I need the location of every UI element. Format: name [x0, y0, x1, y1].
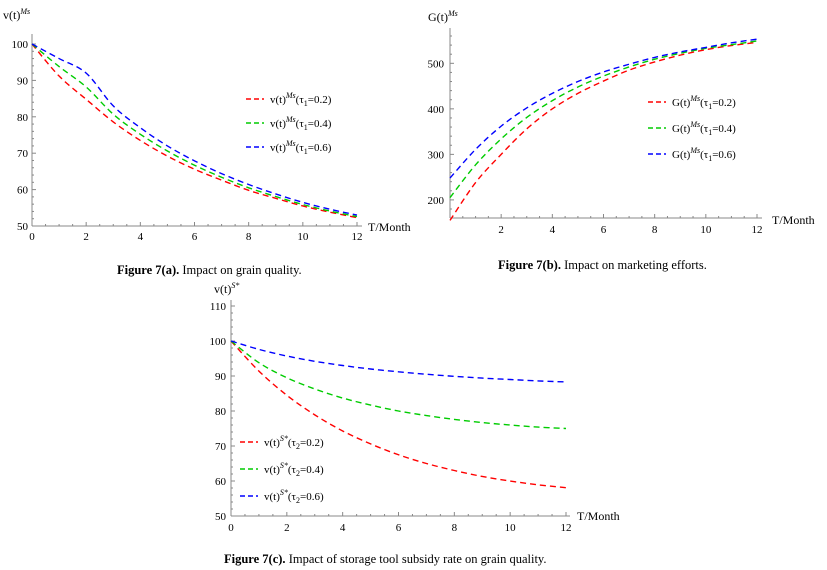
- chart-b-x-tick-label: 6: [601, 224, 607, 236]
- chart-panel-c: 0 2 4 6 8 10 12 50 60 70 80 90 100 110 v(t)S*(τ2=0.2)…: [210, 281, 620, 534]
- chart-a-xlabel: T/Month: [368, 220, 411, 234]
- chart-b-series-line-1: [449, 41, 758, 221]
- chart-a-legend-entry-1: v(t)Ms(τ1=0.2): [270, 91, 332, 108]
- chart-panel-a: 0 2 4 6 8 10 12 50 60 70 80 90 100 v(t)Ms(τ1=0.2) v(t…: [3, 7, 411, 243]
- chart-b-y-tick-label: 200: [428, 195, 445, 207]
- chart-a-y-tick-label: 90: [17, 75, 29, 87]
- chart-c-xlabel: T/Month: [577, 509, 620, 523]
- chart-b-x-tick-label: 2: [498, 224, 504, 236]
- chart-c-series-line-3: [230, 340, 567, 383]
- chart-c-ylabel: v(t)S*: [214, 281, 239, 296]
- chart-c-y-tick-label: 70: [215, 441, 227, 453]
- chart-c-series-line-2: [230, 340, 567, 430]
- chart-b-xlabel: T/Month: [772, 213, 815, 227]
- chart-b-caption: Figure 7(b). Impact on marketing efforts…: [498, 258, 707, 272]
- chart-b-legend-entry-1: G(t)Ms(τ1=0.2): [672, 94, 736, 111]
- chart-b-legend-entry-3: G(t)Ms(τ1=0.6): [672, 146, 736, 163]
- chart-b-y-tick-label: 300: [428, 149, 445, 161]
- chart-a-x-tick-label: 0: [29, 231, 35, 243]
- chart-a-legend-entry-2: v(t)Ms(τ1=0.4): [270, 115, 332, 132]
- chart-c-series-line-1: [230, 340, 567, 489]
- chart-a-y-tick-label: 60: [17, 185, 29, 197]
- chart-c-legend-entry-1: v(t)S*(τ2=0.2): [264, 434, 324, 451]
- chart-c-y-tick-label: 60: [215, 476, 227, 488]
- chart-b-y-tick-label: 400: [428, 104, 445, 116]
- chart-a-series-line-3: [31, 43, 358, 216]
- chart-a-ylabel: v(t)Ms: [3, 7, 30, 22]
- chart-b-series-line-3: [449, 38, 758, 179]
- chart-c-x-tick-label: 10: [505, 522, 517, 534]
- chart-c-caption: Figure 7(c). Impact of storage tool subs…: [224, 552, 547, 566]
- chart-a-x-tick-label: 2: [83, 231, 89, 243]
- chart-a-y-tick-label: 70: [17, 148, 29, 160]
- chart-b-x-tick-label: 4: [550, 224, 556, 236]
- chart-a-series-line-1: [31, 43, 358, 219]
- chart-a-series-line-2: [31, 43, 358, 218]
- chart-c-x-tick-label: 12: [561, 522, 572, 534]
- chart-a-x-tick-label: 12: [352, 231, 363, 243]
- chart-a-x-tick-label: 8: [246, 231, 252, 243]
- chart-c-legend-entry-3: v(t)S*(τ2=0.6): [264, 488, 324, 505]
- chart-c-legend-entry-2: v(t)S*(τ2=0.4): [264, 461, 324, 478]
- chart-b-x-tick-label: 12: [752, 224, 763, 236]
- chart-b-ylabel: G(t)Ms: [428, 9, 458, 24]
- chart-b-y-tick-label: 500: [428, 58, 445, 70]
- chart-c-x-tick-label: 2: [284, 522, 290, 534]
- chart-a-x-tick-label: 10: [297, 231, 309, 243]
- chart-c-x-tick-label: 8: [452, 522, 458, 534]
- chart-c-y-tick-label: 110: [210, 301, 227, 313]
- chart-b-legend-entry-2: G(t)Ms(τ1=0.4): [672, 120, 736, 137]
- chart-a-x-tick-label: 4: [138, 231, 144, 243]
- chart-c-y-tick-label: 90: [215, 371, 227, 383]
- chart-c-y-tick-label: 50: [215, 511, 227, 523]
- chart-a-y-tick-label: 100: [12, 39, 29, 51]
- chart-a-caption: Figure 7(a). Impact on grain quality.: [117, 263, 302, 277]
- chart-b-series-line-2: [449, 40, 758, 199]
- chart-b-x-tick-label: 10: [700, 224, 712, 236]
- chart-c-x-tick-label: 0: [228, 522, 234, 534]
- chart-b-x-tick-label: 8: [652, 224, 658, 236]
- chart-a-y-tick-label: 80: [17, 112, 29, 124]
- chart-c-y-tick-label: 80: [215, 406, 227, 418]
- chart-c-x-tick-label: 4: [340, 522, 346, 534]
- chart-a-x-tick-label: 6: [192, 231, 198, 243]
- chart-a-legend-entry-3: v(t)Ms(τ1=0.6): [270, 139, 332, 156]
- chart-c-y-tick-label: 100: [210, 336, 227, 348]
- chart-panel-b: 2 4 6 8 10 12 200 300 400 500 G(t)Ms(τ1=0.2) G(t)M…: [428, 9, 815, 236]
- chart-c-x-tick-label: 6: [396, 522, 402, 534]
- chart-a-y-tick-label: 50: [17, 221, 29, 233]
